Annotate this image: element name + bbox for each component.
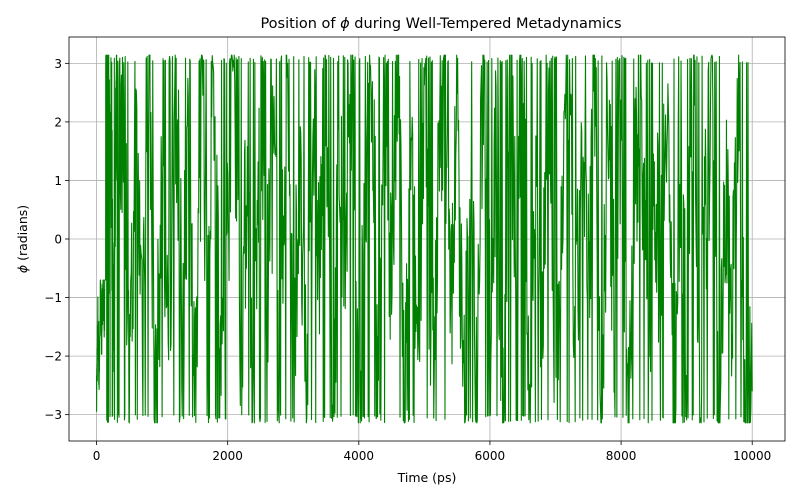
series-layer bbox=[95, 54, 753, 424]
x-tick-label: 2000 bbox=[212, 449, 243, 463]
y-tick-label: −2 bbox=[44, 350, 62, 364]
chart-title-symbol: ϕ bbox=[340, 16, 350, 32]
y-axis-label: ϕ (radians) bbox=[15, 205, 30, 273]
x-tick-label: 10000 bbox=[733, 449, 771, 463]
chart-title: Position of ϕ during Well-Tempered Metad… bbox=[260, 16, 621, 32]
y-tick-label: 1 bbox=[54, 174, 62, 188]
y-tick-label: −1 bbox=[44, 291, 62, 305]
x-axis-label: Time (ps) bbox=[397, 470, 457, 485]
y-tick-label: −3 bbox=[44, 408, 62, 422]
y-tick-label: 3 bbox=[54, 57, 62, 71]
y-axis-label-suffix: (radians) bbox=[15, 205, 30, 265]
y-axis-ticks: −3 −2 −1 0 1 2 3 bbox=[44, 57, 69, 422]
y-axis-label-symbol: ϕ bbox=[15, 265, 30, 273]
phi-series-line bbox=[95, 54, 753, 424]
chart-title-prefix: Position of bbox=[260, 16, 340, 32]
x-tick-label: 8000 bbox=[606, 449, 637, 463]
y-tick-label: 2 bbox=[54, 115, 62, 129]
x-axis-ticks: 0 2000 4000 6000 8000 10000 bbox=[93, 441, 771, 463]
y-tick-label: 0 bbox=[54, 233, 62, 247]
x-tick-label: 0 bbox=[93, 449, 101, 463]
x-tick-label: 4000 bbox=[344, 449, 375, 463]
chart-title-suffix: during Well-Tempered Metadynamics bbox=[350, 16, 622, 32]
x-tick-label: 6000 bbox=[475, 449, 506, 463]
